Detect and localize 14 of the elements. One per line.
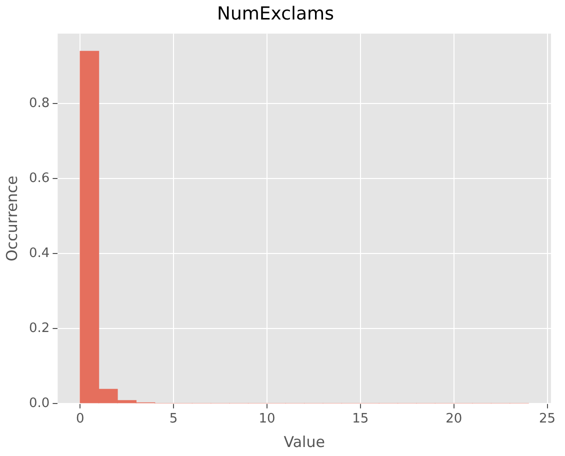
y-axis-title: Occurrence [2,176,21,262]
y-tick-label: 0.8 [28,96,50,112]
x-tick-label: 5 [169,412,178,427]
chart-title: NumExclams [217,3,334,24]
x-tick-label: 20 [446,412,462,427]
y-tick-label: 0.6 [28,170,50,186]
x-tick-label: 10 [258,412,276,427]
x-tick-label: 0 [76,412,84,427]
y-tick-label: 0.2 [28,320,50,336]
x-axis-title: Value [284,432,325,451]
y-tick-label: 0.4 [28,246,50,261]
y-tick-label: 0.0 [28,396,50,411]
x-tick-label: 15 [352,412,369,427]
x-tick-label: 25 [538,412,556,427]
